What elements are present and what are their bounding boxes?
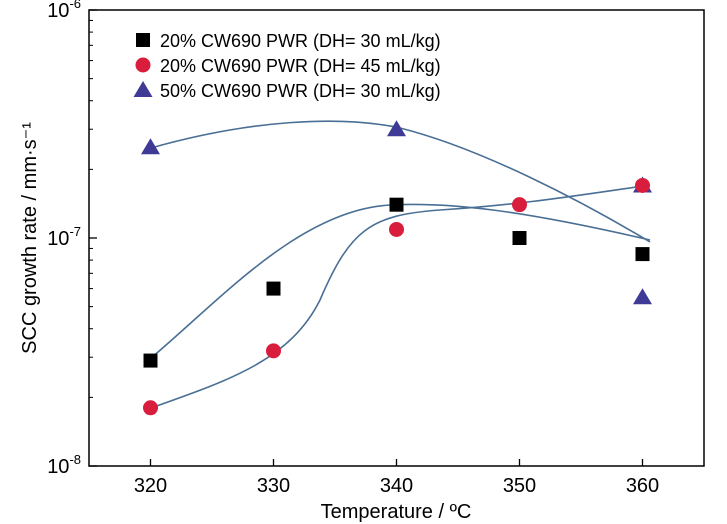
- data-point-square: [635, 247, 650, 262]
- fit-curves: [150, 120, 651, 409]
- data-point-triangle: [141, 138, 160, 155]
- x-tick-label: 350: [503, 475, 536, 497]
- legend-entry-label: 50% CW690 PWR (DH= 30 mL/kg): [160, 81, 441, 101]
- x-tick-label: 360: [626, 475, 659, 497]
- x-tick-label: 340: [380, 475, 413, 497]
- data-point-circle: [635, 177, 650, 193]
- y-tick-label: 10-6: [47, 0, 81, 22]
- x-axis-label: Temperature / ºC: [321, 501, 472, 523]
- legend-entry-label: 20% CW690 PWR (DH= 45 mL/kg): [160, 56, 441, 76]
- data-point-circle: [512, 197, 527, 213]
- data-point-square: [266, 281, 281, 296]
- legend-marker-triangle: [133, 81, 153, 97]
- y-axis-ticks: 10-8 10-7 10-6: [47, 0, 97, 478]
- data-point-square: [389, 197, 404, 212]
- x-tick-label: 320: [134, 475, 167, 497]
- y-axis-label: SCC growth rate / mm·s⁻¹: [19, 122, 41, 354]
- legend: 20% CW690 PWR (DH= 30 mL/kg) 20% CW690 PW…: [133, 31, 441, 101]
- y-tick-label: 10-8: [47, 452, 81, 478]
- data-point-square: [512, 231, 527, 245]
- data-point-square: [143, 353, 158, 368]
- legend-entry-label: 20% CW690 PWR (DH= 30 mL/kg): [160, 31, 441, 51]
- y-tick-label: 10-7: [47, 224, 81, 250]
- x-tick-label: 330: [257, 475, 290, 497]
- data-point-circle: [143, 400, 158, 416]
- data-point-circle: [266, 343, 281, 359]
- data-markers: [141, 120, 652, 416]
- fit-curve-20cw-dh45: [150, 184, 651, 409]
- legend-marker-circle: [135, 57, 151, 73]
- legend-marker-square: [136, 33, 150, 47]
- x-axis-ticks: 320 330 340 350 360: [134, 459, 659, 497]
- data-point-triangle: [633, 288, 652, 305]
- data-point-circle: [389, 221, 404, 237]
- data-point-triangle: [387, 120, 406, 137]
